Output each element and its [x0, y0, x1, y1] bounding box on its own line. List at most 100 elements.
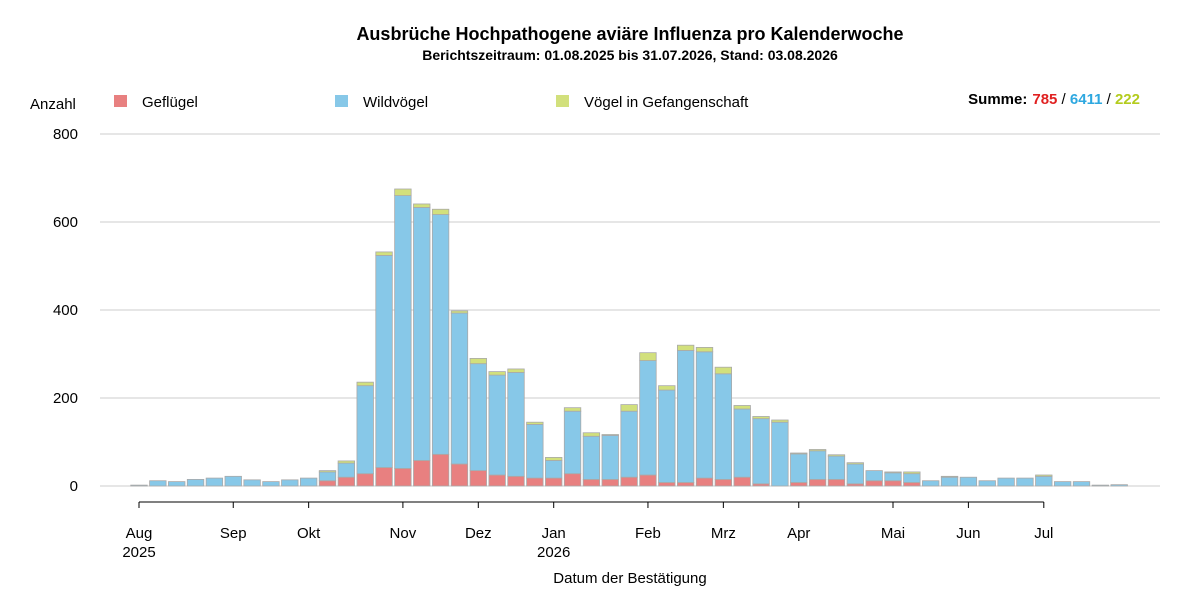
- summary-gefluegel: 785: [1032, 91, 1057, 108]
- x-tick-label: Jun: [956, 525, 980, 542]
- chart-title: Ausbrüche Hochpathogene aviäre Influenza…: [356, 24, 903, 44]
- bar-segment-wildvoegel: [526, 423, 544, 479]
- bar-segment-gefangenschaft: [658, 385, 676, 391]
- bar-segment-gefangenschaft: [413, 203, 431, 208]
- bar-segment-wildvoegel: [205, 477, 224, 487]
- bar-segment-gefangenschaft: [488, 371, 506, 376]
- bar-segment-wildvoegel: [1054, 481, 1072, 487]
- bar-segment-gefluegel: [488, 474, 506, 487]
- bar-segment-wildvoegel: [714, 373, 732, 480]
- x-tick-label: Okt: [297, 525, 321, 542]
- bar-segment-gefluegel: [582, 478, 601, 487]
- bar-segment-gefluegel: [658, 482, 676, 487]
- x-axis: Aug 2025 Sep Okt Nov Dez Jan 2026 Feb Mrz Apr Mai Ju…: [122, 501, 1053, 561]
- bar-segment-wildvoegel: [658, 389, 676, 483]
- bar-segment-gefluegel: [601, 478, 619, 487]
- bars: [130, 188, 1128, 487]
- y-tick-label: 800: [53, 126, 78, 143]
- bar-segment-wildvoegel: [337, 462, 356, 478]
- bar-segment-gefangenschaft: [620, 404, 638, 412]
- legend-label-gefluegel: Geflügel: [142, 94, 198, 111]
- bar-segment-gefluegel: [431, 453, 450, 487]
- bar-segment-gefangenschaft: [601, 434, 619, 436]
- bar-segment-gefangenschaft: [903, 471, 921, 475]
- bar-segment-wildvoegel: [318, 471, 337, 482]
- bar-segment-wildvoegel: [601, 434, 619, 480]
- bar-segment-wildvoegel: [695, 351, 714, 479]
- bar-segment-gefangenschaft: [677, 344, 695, 351]
- y-tick-label: 200: [53, 390, 78, 407]
- bar-segment-gefangenschaft: [827, 454, 846, 457]
- bar-segment-gefluegel: [356, 473, 374, 487]
- legend-swatch-gefluegel: [114, 95, 127, 107]
- bar-segment-gefluegel: [695, 477, 714, 487]
- bar-segment-gefluegel: [903, 482, 921, 487]
- x-tick-year-label: 2025: [122, 544, 155, 561]
- bar-segment-gefluegel: [620, 476, 638, 487]
- bar-segment-gefangenschaft: [808, 449, 827, 452]
- x-tick-label: Nov: [390, 525, 417, 542]
- bar-segment-wildvoegel: [997, 477, 1015, 487]
- bar-segment-gefangenschaft: [356, 381, 374, 387]
- bar-segment-wildvoegel: [884, 472, 902, 482]
- x-tick-label: Feb: [635, 525, 661, 542]
- bar-segment-wildvoegel: [922, 480, 940, 487]
- bar-segment-gefangenschaft: [375, 251, 393, 256]
- bar-segment-gefangenschaft: [545, 456, 563, 461]
- bar-segment-wildvoegel: [1016, 477, 1034, 487]
- bar-segment-wildvoegel: [790, 453, 808, 483]
- bar-segment-gefangenschaft: [431, 208, 450, 215]
- x-tick-label: Jul: [1034, 525, 1053, 542]
- x-tick-label: Aug: [126, 525, 153, 542]
- bar-segment-gefangenschaft: [846, 462, 864, 465]
- bar-segment-gefangenschaft: [337, 460, 356, 464]
- bar-segment-wildvoegel: [394, 195, 412, 469]
- bar-segment-wildvoegel: [243, 479, 261, 487]
- x-tick-label: Mai: [881, 525, 905, 542]
- bar-segment-wildvoegel: [903, 473, 921, 483]
- bar-segment-gefluegel: [790, 482, 808, 487]
- bar-segment-wildvoegel: [846, 463, 864, 485]
- bar-segment-wildvoegel: [1091, 484, 1109, 487]
- legend-swatch-gefangenschaft: [556, 95, 569, 107]
- bar-segment-wildvoegel: [865, 470, 883, 482]
- x-axis-label: Datum der Bestätigung: [553, 570, 706, 587]
- bar-segment-wildvoegel: [1110, 484, 1128, 487]
- summary-label: Summe:: [968, 91, 1027, 108]
- bar-segment-gefluegel: [563, 473, 582, 487]
- x-tick-label: Dez: [465, 525, 492, 542]
- y-axis-label: Anzahl: [30, 96, 76, 113]
- bar-segment-gefluegel: [450, 463, 469, 487]
- bar-segment-wildvoegel: [507, 372, 525, 477]
- bar-segment-gefluegel: [545, 477, 563, 487]
- summary-sep-1: /: [1057, 91, 1070, 108]
- bar-segment-gefangenschaft: [394, 188, 412, 196]
- bar-segment-wildvoegel: [281, 479, 299, 487]
- bar-segment-wildvoegel: [677, 350, 695, 483]
- bar-segment-wildvoegel: [978, 480, 996, 487]
- bar-segment-gefluegel: [413, 460, 431, 487]
- bar-segment-wildvoegel: [940, 476, 959, 487]
- bar-segment-gefluegel: [318, 480, 337, 487]
- bar-segment-gefangenschaft: [507, 368, 525, 373]
- bar-segment-wildvoegel: [545, 460, 563, 479]
- bar-segment-wildvoegel: [620, 410, 638, 478]
- bar-segment-gefangenschaft: [450, 310, 469, 314]
- bar-segment-wildvoegel: [808, 450, 827, 480]
- bar-segment-gefangenschaft: [563, 407, 582, 412]
- bar-segment-gefluegel: [865, 480, 883, 487]
- y-tick-label: 0: [70, 478, 78, 495]
- bar-segment-wildvoegel: [168, 481, 186, 487]
- bar-segment-wildvoegel: [450, 312, 469, 465]
- summary-sep-2: /: [1102, 91, 1115, 108]
- bar-segment-wildvoegel: [827, 455, 846, 480]
- bar-segment-gefangenschaft: [639, 352, 657, 361]
- bar-segment-wildvoegel: [752, 418, 770, 485]
- chart-subtitle: Berichtszeitraum: 01.08.2025 bis 31.07.2…: [422, 47, 838, 63]
- bar-segment-wildvoegel: [224, 475, 242, 487]
- x-tick-label: Jan: [542, 525, 566, 542]
- bar-segment-wildvoegel: [356, 385, 374, 475]
- y-tick-label: 600: [53, 214, 78, 231]
- legend-label-wildvoegel: Wildvögel: [363, 94, 428, 111]
